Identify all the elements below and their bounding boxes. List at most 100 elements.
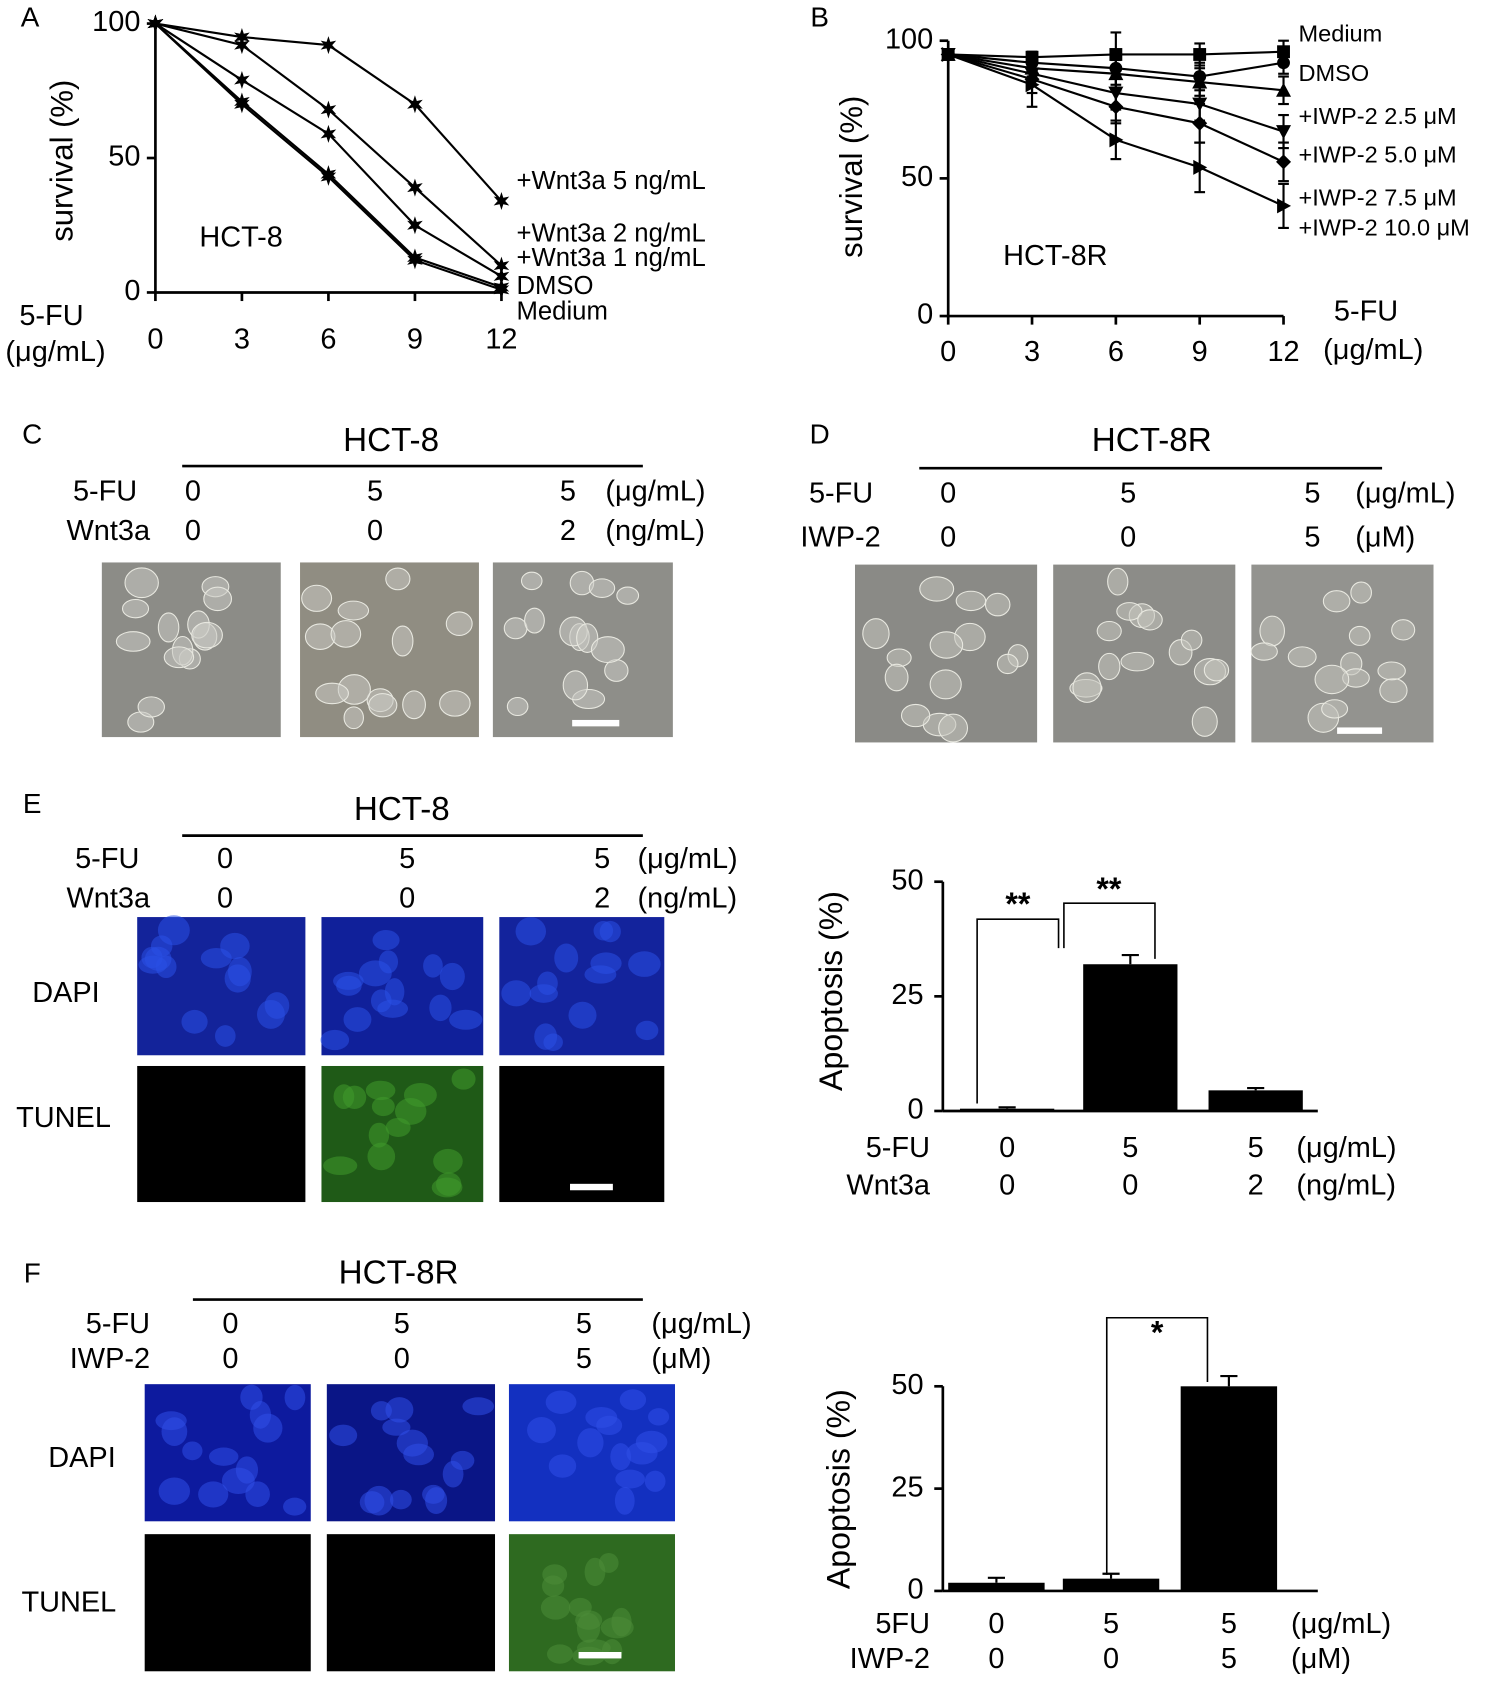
significance-bracket xyxy=(976,918,1060,1104)
row-unit: (μg/mL) xyxy=(1291,1608,1391,1640)
row-unit: (μg/mL) xyxy=(638,843,738,875)
cell xyxy=(588,578,616,598)
panel-letter: A xyxy=(21,2,40,33)
marker xyxy=(1108,99,1124,115)
row-value: 0 xyxy=(399,883,415,915)
row-value: 5 xyxy=(1221,1643,1237,1675)
cell xyxy=(1191,706,1218,737)
row-unit: (μM) xyxy=(1355,522,1415,554)
error-bar xyxy=(1102,1572,1120,1579)
cell xyxy=(929,669,962,700)
cell xyxy=(124,567,159,599)
cell xyxy=(862,618,890,650)
significance-label: ** xyxy=(1096,871,1122,907)
cell xyxy=(396,1429,428,1457)
marker xyxy=(1193,159,1208,175)
x-axis-label: 5-FU xyxy=(19,300,83,332)
cell xyxy=(619,1389,647,1411)
y-tick-label: 50 xyxy=(891,864,923,896)
cell xyxy=(121,598,150,619)
panel-title: HCT-8 xyxy=(354,791,450,828)
cell xyxy=(370,989,392,1013)
row-value: 5 xyxy=(576,1308,592,1340)
cell xyxy=(333,971,364,990)
marker xyxy=(407,178,423,197)
significance-label: * xyxy=(1151,1314,1164,1350)
cell xyxy=(542,1575,565,1597)
row-unit: (μg/mL) xyxy=(651,1308,751,1340)
cell xyxy=(425,1487,448,1514)
y-axis-label: Apoptosis (%) xyxy=(821,1389,857,1589)
row-value: 5 xyxy=(594,843,610,875)
row-value: 5 xyxy=(1122,1132,1138,1164)
marker xyxy=(320,124,337,143)
cell xyxy=(155,955,177,979)
cell xyxy=(584,1557,606,1587)
row-unit: (μg/mL) xyxy=(605,475,705,507)
error-bar xyxy=(987,1576,1005,1583)
cell xyxy=(182,1441,203,1461)
marker xyxy=(1276,82,1292,97)
significance-bracket xyxy=(1063,902,1156,959)
series-label: +IWP-2 5.0 μM xyxy=(1299,142,1457,168)
cell xyxy=(368,693,398,718)
cell xyxy=(590,636,625,664)
cell xyxy=(385,567,411,591)
row-value: 0 xyxy=(217,883,233,915)
cell xyxy=(648,1408,670,1426)
cell xyxy=(1321,699,1349,719)
marker xyxy=(234,36,250,55)
marker xyxy=(147,14,164,33)
series-label: DMSO xyxy=(516,272,593,300)
y-tick-label: 25 xyxy=(891,1471,923,1503)
y-tick-label: 0 xyxy=(124,275,140,307)
cell xyxy=(929,631,964,659)
cell xyxy=(554,943,579,973)
series-label: +IWP-2 10.0 μM xyxy=(1299,214,1470,240)
x-tick-label: 0 xyxy=(147,323,163,355)
cell xyxy=(367,1142,396,1171)
row-name: IWP-2 xyxy=(850,1643,930,1675)
cell xyxy=(547,1644,573,1664)
row-value: 5 xyxy=(1304,478,1320,510)
row-value: 0 xyxy=(367,515,383,547)
row-name: 5FU xyxy=(875,1608,930,1640)
cell xyxy=(1107,567,1129,596)
panel-letter: B xyxy=(810,2,829,33)
marker xyxy=(1277,198,1292,214)
cell xyxy=(919,576,955,602)
bar xyxy=(1062,1578,1160,1591)
y-tick-label: 50 xyxy=(901,161,933,193)
y-tick-label: 100 xyxy=(92,6,140,38)
cell xyxy=(337,600,370,621)
x-tick-label: 6 xyxy=(320,323,336,355)
cell xyxy=(391,625,414,657)
cell xyxy=(938,713,969,743)
row-value: 0 xyxy=(999,1170,1015,1202)
cell xyxy=(284,1384,306,1411)
cell xyxy=(501,980,532,1007)
row-value: 5 xyxy=(1221,1608,1237,1640)
cell xyxy=(221,1467,255,1494)
cell xyxy=(323,1156,358,1176)
series-label: +Wnt3a 1 ng/mL xyxy=(516,244,705,272)
cell xyxy=(628,951,661,977)
panel-title: HCT-8R xyxy=(1092,422,1212,459)
cell xyxy=(333,1084,355,1110)
row-value: 0 xyxy=(222,1308,238,1340)
cell xyxy=(577,1428,604,1458)
micrograph xyxy=(499,1065,665,1203)
scale-bar xyxy=(578,1652,622,1659)
row-unit: (μg/mL) xyxy=(1296,1132,1396,1164)
marker xyxy=(234,71,250,90)
bar xyxy=(1208,1090,1303,1111)
significance-bracket xyxy=(1105,1316,1209,1575)
cell xyxy=(884,663,909,692)
series-label: DMSO xyxy=(1299,60,1370,86)
cell xyxy=(1072,672,1102,703)
cell xyxy=(515,917,547,946)
row-name: 5-FU xyxy=(75,843,139,875)
cell xyxy=(984,592,1011,617)
